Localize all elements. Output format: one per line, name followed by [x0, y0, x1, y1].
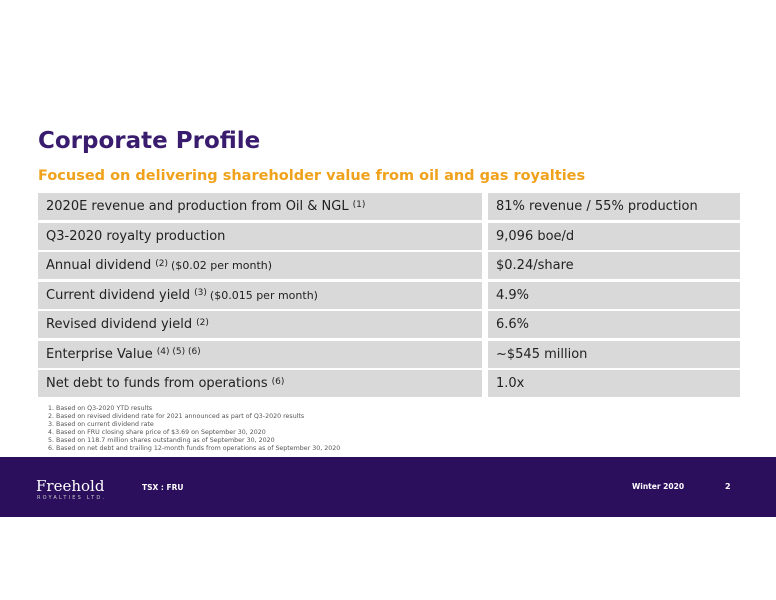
row-value: $0.24/share — [496, 258, 574, 273]
value-cell: 6.6% — [488, 311, 740, 338]
value-cell: ~$545 million — [488, 340, 740, 368]
table-row: Annual dividend (2) ($0.02 per month) $0.24… — [38, 252, 740, 279]
subtitle: Focused on delivering shareholder value … — [38, 168, 586, 184]
row-value: 4.9% — [496, 287, 530, 303]
footer: Freehold ROYALTIES LTD. TSX : FRU Winter… — [0, 457, 776, 517]
row-label: Enterprise Value — [46, 346, 153, 362]
date: Winter 2020 — [632, 482, 685, 491]
footnote-ref: (2) — [155, 258, 168, 269]
label-cell: 2020E revenue and production from Oil & … — [38, 193, 482, 220]
row-value: 1.0x — [496, 376, 525, 391]
logo: Freehold — [36, 477, 105, 495]
footnotes: Based on Q3-2020 YTD resultsBased on rev… — [38, 405, 340, 453]
value-cell: $0.24/share — [488, 252, 740, 279]
table-row: Enterprise Value (4) (5) (6) ~$545 million — [38, 340, 740, 368]
value-cell: 4.9% — [488, 281, 740, 309]
footnote-ref: (6) — [271, 376, 285, 387]
row-value: 6.6% — [496, 317, 530, 332]
footnote: Based on current dividend rate — [56, 421, 340, 429]
logo-sub: ROYALTIES LTD. — [37, 495, 107, 501]
table-row: Current dividend yield (3) ($0.015 per mon… — [38, 281, 740, 309]
label-cell: Enterprise Value (4) (5) (6) — [38, 340, 482, 368]
table-row: Revised dividend yield (2) 6.6% — [38, 311, 740, 338]
footnote-ref: (4) (5) (6) — [156, 347, 201, 357]
footnote: Based on net debt and trailing 12-month … — [56, 445, 340, 453]
row-label: 2020E revenue and production from Oil & … — [46, 199, 349, 214]
footnote: Based on Q3-2020 YTD results — [56, 405, 340, 413]
table-row: Q3-2020 royalty production 9,096 boe/d — [38, 222, 740, 250]
footnote: Based on 118.7 million shares outstandin… — [56, 437, 340, 445]
row-value: ~$545 million — [496, 346, 588, 362]
profile-table: 2020E revenue and production from Oil & … — [38, 193, 740, 400]
table-row: 2020E revenue and production from Oil & … — [38, 193, 740, 220]
row-value: 9,096 boe/d — [496, 228, 575, 244]
row-label: Net debt to funds from operations — [46, 376, 268, 391]
footnote: Based on FRU closing share price of $3.6… — [56, 429, 340, 437]
row-detail: ($0.02 per month) — [170, 259, 273, 272]
table-row: Net debt to funds from operations (6) 1.0x — [38, 370, 740, 397]
footnote-ref: (2) — [196, 317, 209, 328]
footnote-ref: (3) — [194, 288, 207, 298]
footnote: Based on revised dividend rate for 2021 … — [56, 413, 340, 421]
row-label: Revised dividend yield — [46, 317, 193, 332]
label-cell: Revised dividend yield (2) — [38, 311, 482, 338]
row-detail: ($0.015 per month) — [209, 288, 318, 302]
value-cell: 81% revenue / 55% production — [488, 193, 740, 220]
title: Corporate Profile — [38, 128, 261, 154]
label-cell: Current dividend yield (3) ($0.015 per mon… — [38, 281, 482, 309]
label-cell: Annual dividend (2) ($0.02 per month) — [38, 252, 482, 279]
label-cell: Q3-2020 royalty production — [38, 222, 482, 250]
value-cell: 1.0x — [488, 370, 740, 397]
row-label: Q3-2020 royalty production — [46, 228, 226, 244]
page-number: 2 — [725, 482, 731, 491]
value-cell: 9,096 boe/d — [488, 222, 740, 250]
row-label: Annual dividend — [46, 258, 152, 273]
row-value: 81% revenue / 55% production — [496, 199, 698, 214]
ticker: TSX : FRU — [142, 483, 184, 492]
row-label: Current dividend yield — [46, 287, 191, 303]
label-cell: Net debt to funds from operations (6) — [38, 370, 482, 397]
footnote-ref: (1) — [352, 199, 366, 210]
